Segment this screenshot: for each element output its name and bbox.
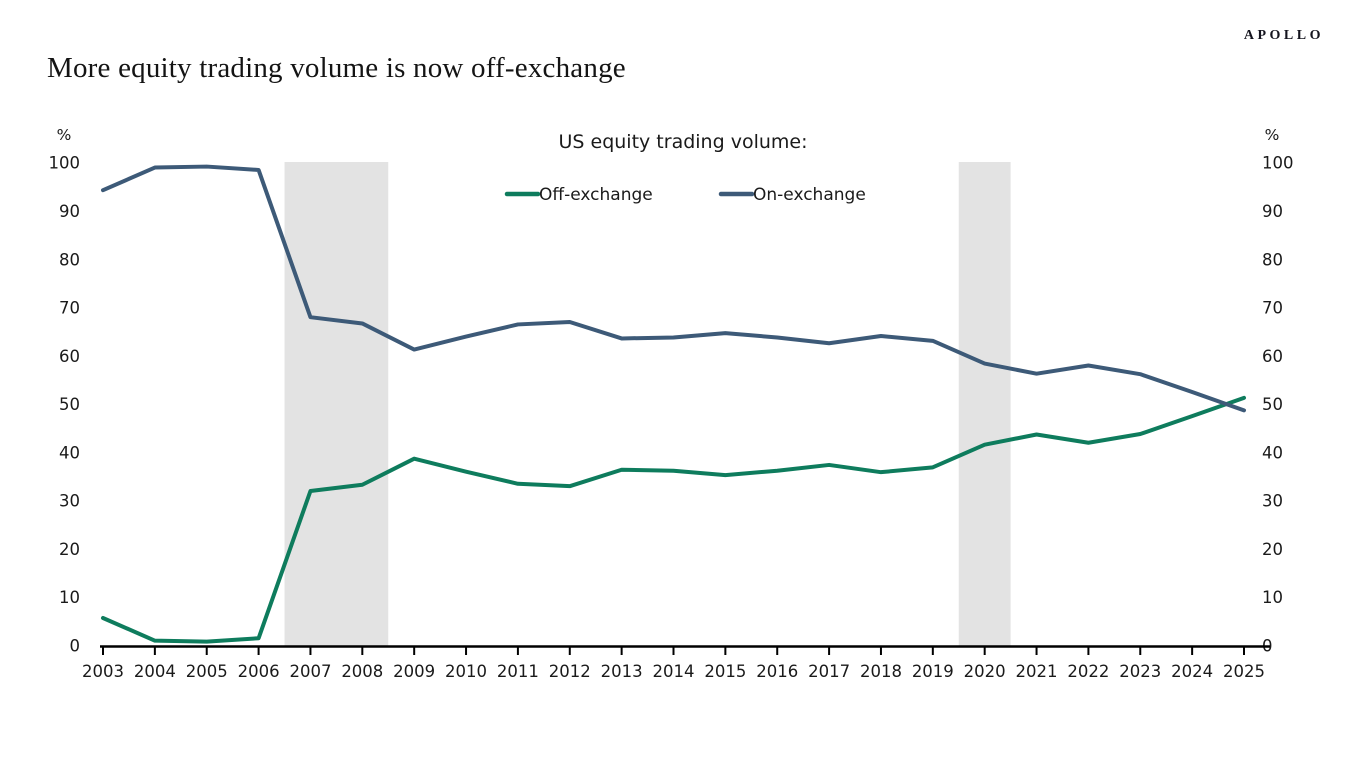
legend-label-off-exchange: Off-exchange	[539, 185, 653, 205]
y-axis-tick-label-right: 60	[1262, 347, 1283, 366]
series-line-on-exchange	[101, 164, 1246, 413]
y-axis-tick-label-right: 30	[1262, 492, 1283, 511]
y-axis-tick-label-left: 80	[59, 250, 80, 269]
chart-title: US equity trading volume:	[559, 131, 808, 153]
y-axis-tick-label-right: 10	[1262, 588, 1283, 607]
x-axis-tick-label: 2014	[653, 662, 695, 681]
apollo-logo: APOLLO	[1243, 28, 1324, 43]
x-axis-tick-label: 2005	[186, 662, 228, 681]
x-axis-tick-label: 2003	[82, 662, 124, 681]
x-axis-tick-label: 2016	[756, 662, 798, 681]
y-axis-tick-label-right: 100	[1262, 154, 1294, 173]
legend-label-on-exchange: On-exchange	[753, 185, 866, 205]
x-axis-tick-label: 2009	[393, 662, 435, 681]
y-axis-tick-label-right: 80	[1262, 250, 1283, 269]
y-axis-tick-label-right: 40	[1262, 443, 1283, 462]
x-axis-tick-label: 2019	[912, 662, 954, 681]
x-axis-tick-label: 2015	[704, 662, 746, 681]
y-axis-tick-label-left: 20	[59, 540, 80, 559]
recession-band	[958, 162, 1011, 647]
y-axis-unit-right: %	[1265, 126, 1280, 144]
x-axis-tick-label: 2020	[964, 662, 1006, 681]
y-axis-tick-label-right: 50	[1262, 395, 1283, 414]
y-axis-tick-label-right: 70	[1262, 299, 1283, 318]
x-axis-tick-label: 2013	[601, 662, 643, 681]
y-axis-tick-label-right: 20	[1262, 540, 1283, 559]
y-axis-tick-label-left: 30	[59, 492, 80, 511]
x-axis-tick-label: 2017	[808, 662, 850, 681]
y-axis-tick-label-left: 60	[59, 347, 80, 366]
y-axis-tick-label-left: 10	[59, 588, 80, 607]
x-axis-tick-label: 2008	[341, 662, 383, 681]
x-axis-tick-label: 2011	[497, 662, 539, 681]
y-axis-tick-label-left: 40	[59, 443, 80, 462]
y-axis-tick-label-left: 0	[70, 637, 81, 656]
x-axis-tick-label: 2021	[1016, 662, 1058, 681]
y-axis-tick-label-left: 90	[59, 202, 80, 221]
x-axis-tick-label: 2004	[134, 662, 176, 681]
series-line-off-exchange	[101, 395, 1246, 644]
y-axis-tick-label-left: 50	[59, 395, 80, 414]
x-axis-tick-label: 2022	[1067, 662, 1109, 681]
x-axis-tick-label: 2025	[1223, 662, 1265, 681]
x-axis-tick-label: 2010	[445, 662, 487, 681]
x-axis-tick-label: 2023	[1119, 662, 1161, 681]
y-axis-tick-label-left: 70	[59, 299, 80, 318]
recession-band	[284, 162, 389, 647]
y-axis-tick-label-right: 90	[1262, 202, 1283, 221]
x-axis-tick-label: 2006	[238, 662, 280, 681]
x-axis-tick-label: 2007	[289, 662, 331, 681]
x-axis-tick-label: 2018	[860, 662, 902, 681]
page-title: More equity trading volume is now off-ex…	[47, 52, 626, 84]
x-axis-tick-label: 2024	[1171, 662, 1213, 681]
y-axis-unit-left: %	[57, 126, 72, 144]
x-axis-tick-label: 2012	[549, 662, 591, 681]
y-axis-tick-label-left: 100	[49, 154, 81, 173]
